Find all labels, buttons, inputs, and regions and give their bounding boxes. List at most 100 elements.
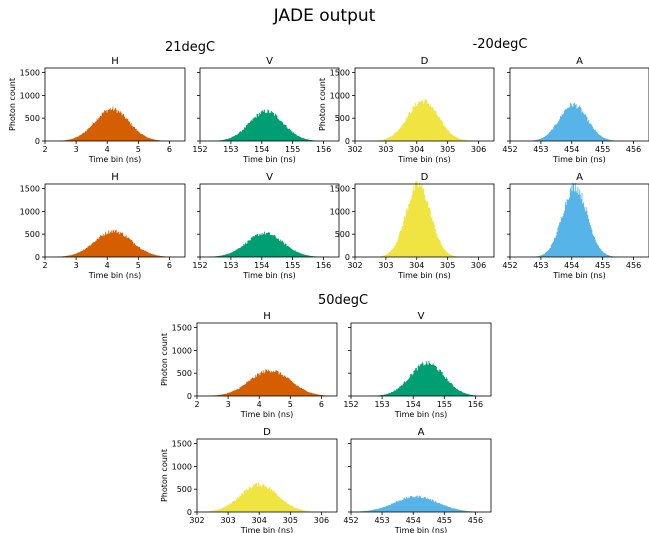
x-axis-label: Time bin (ns) (397, 155, 451, 164)
axes-frame (44, 183, 186, 258)
x-tick-label: 304 (409, 261, 424, 270)
x-tick-label: 304 (409, 145, 424, 154)
x-axis-label: Time bin (ns) (88, 155, 142, 164)
y-tick-label: 0 (345, 253, 350, 262)
panel--20degC-A: 452 453 454 455 456 A Time bin (ns) (502, 172, 649, 280)
y-tick-label: 500 (177, 485, 192, 494)
panel-title: D (421, 172, 429, 183)
x-tick-label: 455 (595, 261, 610, 270)
x-tick-label: 304 (252, 516, 267, 525)
figure-title: JADE output (273, 6, 376, 26)
panel-title: A (418, 427, 425, 438)
panel-21degC-H: 2 3 4 5 6 0 500 1000 1500 H Time bin (ns) Photon co… (8, 56, 186, 164)
histogram-bars (200, 109, 339, 141)
histogram-bars (351, 360, 491, 396)
x-tick-label: 452 (502, 261, 517, 270)
x-tick-label: 305 (440, 145, 455, 154)
x-tick-label: 303 (220, 516, 235, 525)
histogram-bars (355, 98, 494, 141)
x-tick-label: 305 (283, 516, 298, 525)
group-title-21degC: 21degC (164, 40, 216, 55)
x-axis-label: Time bin (ns) (552, 271, 606, 280)
x-tick-label: 452 (502, 145, 517, 154)
panel-50degC-H: 2 3 4 5 6 0 500 1000 1500 H Time bin (ns) Photon co… (160, 311, 338, 419)
y-tick-label: 500 (177, 369, 192, 378)
x-tick-label: 5 (136, 145, 141, 154)
panel-21degC-D: 302 303 304 305 306 0 500 1000 1500 D Time bin (ns… (318, 56, 495, 164)
panel-title: A (576, 56, 583, 67)
x-tick-label: 156 (316, 261, 331, 270)
panel--20degC-D: 302 303 304 305 306 0 500 1000 1500 D Time bin (ns… (330, 172, 495, 280)
panel-21degC-V: 152 153 154 155 156 V Time bin (ns) (192, 56, 340, 164)
x-tick-label: 455 (595, 145, 610, 154)
x-tick-label: 454 (406, 516, 421, 525)
x-tick-label: 453 (533, 261, 548, 270)
x-tick-label: 152 (192, 145, 207, 154)
x-tick-label: 156 (468, 400, 483, 409)
panel-21degC-A: 452 453 454 455 456 A Time bin (ns) (502, 56, 649, 164)
x-axis-label: Time bin (ns) (394, 410, 448, 419)
panel--20degC-V: 152 153 154 155 156 V Time bin (ns) (192, 172, 340, 280)
y-tick-label: 1000 (20, 207, 40, 216)
group-title-50degC: 50degC (317, 293, 369, 308)
y-axis-label: Photon count (318, 78, 327, 131)
x-tick-label: 302 (189, 516, 204, 525)
y-tick-label: 1000 (330, 91, 350, 100)
x-tick-label: 2 (42, 261, 47, 270)
y-tick-label: 1500 (330, 185, 350, 194)
histogram-bars (351, 495, 491, 512)
panel-title: V (266, 56, 273, 67)
x-tick-label: 455 (437, 516, 452, 525)
y-axis-label: Photon count (160, 449, 169, 502)
axes-frame (44, 67, 186, 142)
x-tick-label: 2 (194, 400, 199, 409)
x-tick-label: 452 (343, 516, 358, 525)
y-tick-label: 1000 (330, 207, 350, 216)
panel-title: D (263, 427, 271, 438)
x-tick-label: 4 (105, 145, 110, 154)
x-tick-label: 5 (288, 400, 293, 409)
x-tick-label: 6 (167, 145, 172, 154)
x-tick-label: 306 (471, 261, 486, 270)
panel--20degC-H: 2 3 4 5 6 0 500 1000 1500 H Time bin (ns) (20, 172, 186, 280)
y-tick-label: 1500 (330, 69, 350, 78)
x-tick-label: 453 (374, 516, 389, 525)
histogram-bars (45, 229, 185, 257)
x-tick-label: 454 (564, 261, 579, 270)
x-tick-label: 154 (406, 400, 421, 409)
x-tick-label: 156 (316, 145, 331, 154)
panel-50degC-D: 302 303 304 305 306 0 500 1000 1500 D Time bin (ns… (160, 427, 338, 533)
x-tick-label: 155 (285, 261, 300, 270)
histogram-bars (197, 482, 337, 512)
x-tick-label: 4 (105, 261, 110, 270)
x-tick-label: 152 (343, 400, 358, 409)
histogram-bars (355, 180, 494, 257)
x-tick-label: 153 (374, 400, 389, 409)
histogram-bars (510, 182, 649, 257)
axes-frame (509, 67, 649, 142)
x-tick-label: 2 (42, 145, 47, 154)
x-tick-label: 3 (74, 145, 79, 154)
axes-frame (354, 67, 495, 142)
axes-frame (354, 183, 495, 258)
x-tick-label: 302 (347, 145, 362, 154)
axes-frame (196, 438, 338, 513)
x-tick-label: 4 (257, 400, 262, 409)
panel-title: H (111, 56, 119, 67)
x-axis-label: Time bin (ns) (242, 155, 296, 164)
x-tick-label: 152 (192, 261, 207, 270)
y-tick-label: 1500 (172, 440, 192, 449)
x-tick-label: 153 (223, 261, 238, 270)
histogram-bars (45, 106, 185, 141)
y-axis-label: Photon count (8, 78, 17, 131)
y-tick-label: 500 (25, 114, 40, 123)
y-tick-label: 1000 (172, 346, 192, 355)
panel-50degC-V: 152 153 154 155 156 V Time bin (ns) (343, 311, 492, 419)
y-tick-label: 0 (345, 137, 350, 146)
x-axis-label: Time bin (ns) (242, 271, 296, 280)
x-axis-label: Time bin (ns) (552, 155, 606, 164)
x-axis-label: Time bin (ns) (240, 526, 294, 533)
x-tick-label: 456 (468, 516, 483, 525)
x-tick-label: 155 (285, 145, 300, 154)
